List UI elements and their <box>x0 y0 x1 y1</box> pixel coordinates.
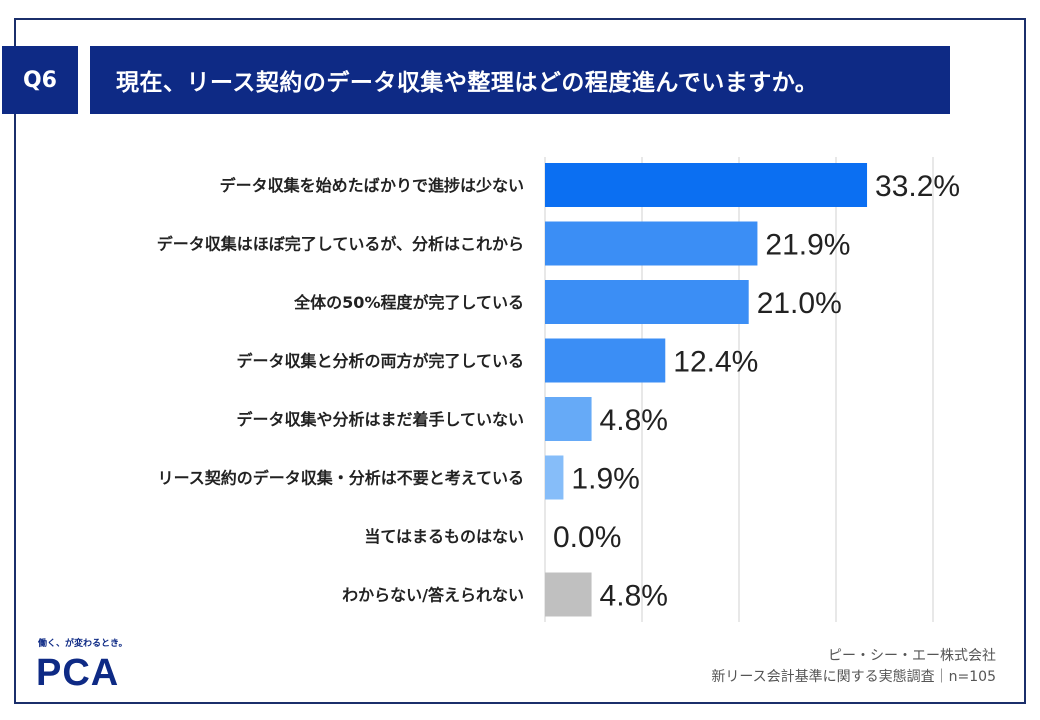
bar <box>545 163 868 207</box>
bar <box>545 280 749 324</box>
bar <box>545 572 592 617</box>
category-label: データ収集と分析の両方が完了している <box>236 352 524 371</box>
bar <box>545 455 564 500</box>
bar <box>545 221 758 266</box>
category-label: データ収集を始めたばかりで進捗は少ない <box>220 176 524 195</box>
value-label: 4.8% <box>600 404 668 437</box>
survey-info: 新リース会計基準に関する実態調査｜n=105 <box>711 669 996 685</box>
category-label: わからない/答えられない <box>342 586 524 605</box>
value-label: 21.9% <box>765 229 850 262</box>
chart-frame <box>14 18 1026 704</box>
company-name: ピー・シー・エー株式会社 <box>828 648 996 664</box>
logo-tagline: 働く、が変わるとき。 <box>38 639 128 649</box>
value-label: 4.8% <box>600 580 668 613</box>
category-label: データ収集や分析はまだ着手していない <box>236 410 524 429</box>
question-title: 現在、リース契約のデータ収集や整理はどの程度進んでいますか。 <box>90 46 950 114</box>
question-badge: Q6 <box>2 46 78 114</box>
category-label: データ収集はほぼ完了しているが、分析はこれから <box>157 235 524 254</box>
bar <box>545 397 592 441</box>
category-label: 当てはまるものはない <box>364 527 524 546</box>
value-label: 33.2% <box>875 170 960 203</box>
value-label: 21.0% <box>757 287 842 320</box>
bar <box>545 338 666 383</box>
value-label: 1.9% <box>571 463 639 496</box>
value-label: 0.0% <box>553 521 621 554</box>
category-label: 全体の50%程度が完了している <box>293 293 524 312</box>
pca-logo: PCA <box>36 652 120 694</box>
value-label: 12.4% <box>673 346 758 379</box>
category-label: リース契約のデータ収集・分析は不要と考えている <box>158 469 524 488</box>
